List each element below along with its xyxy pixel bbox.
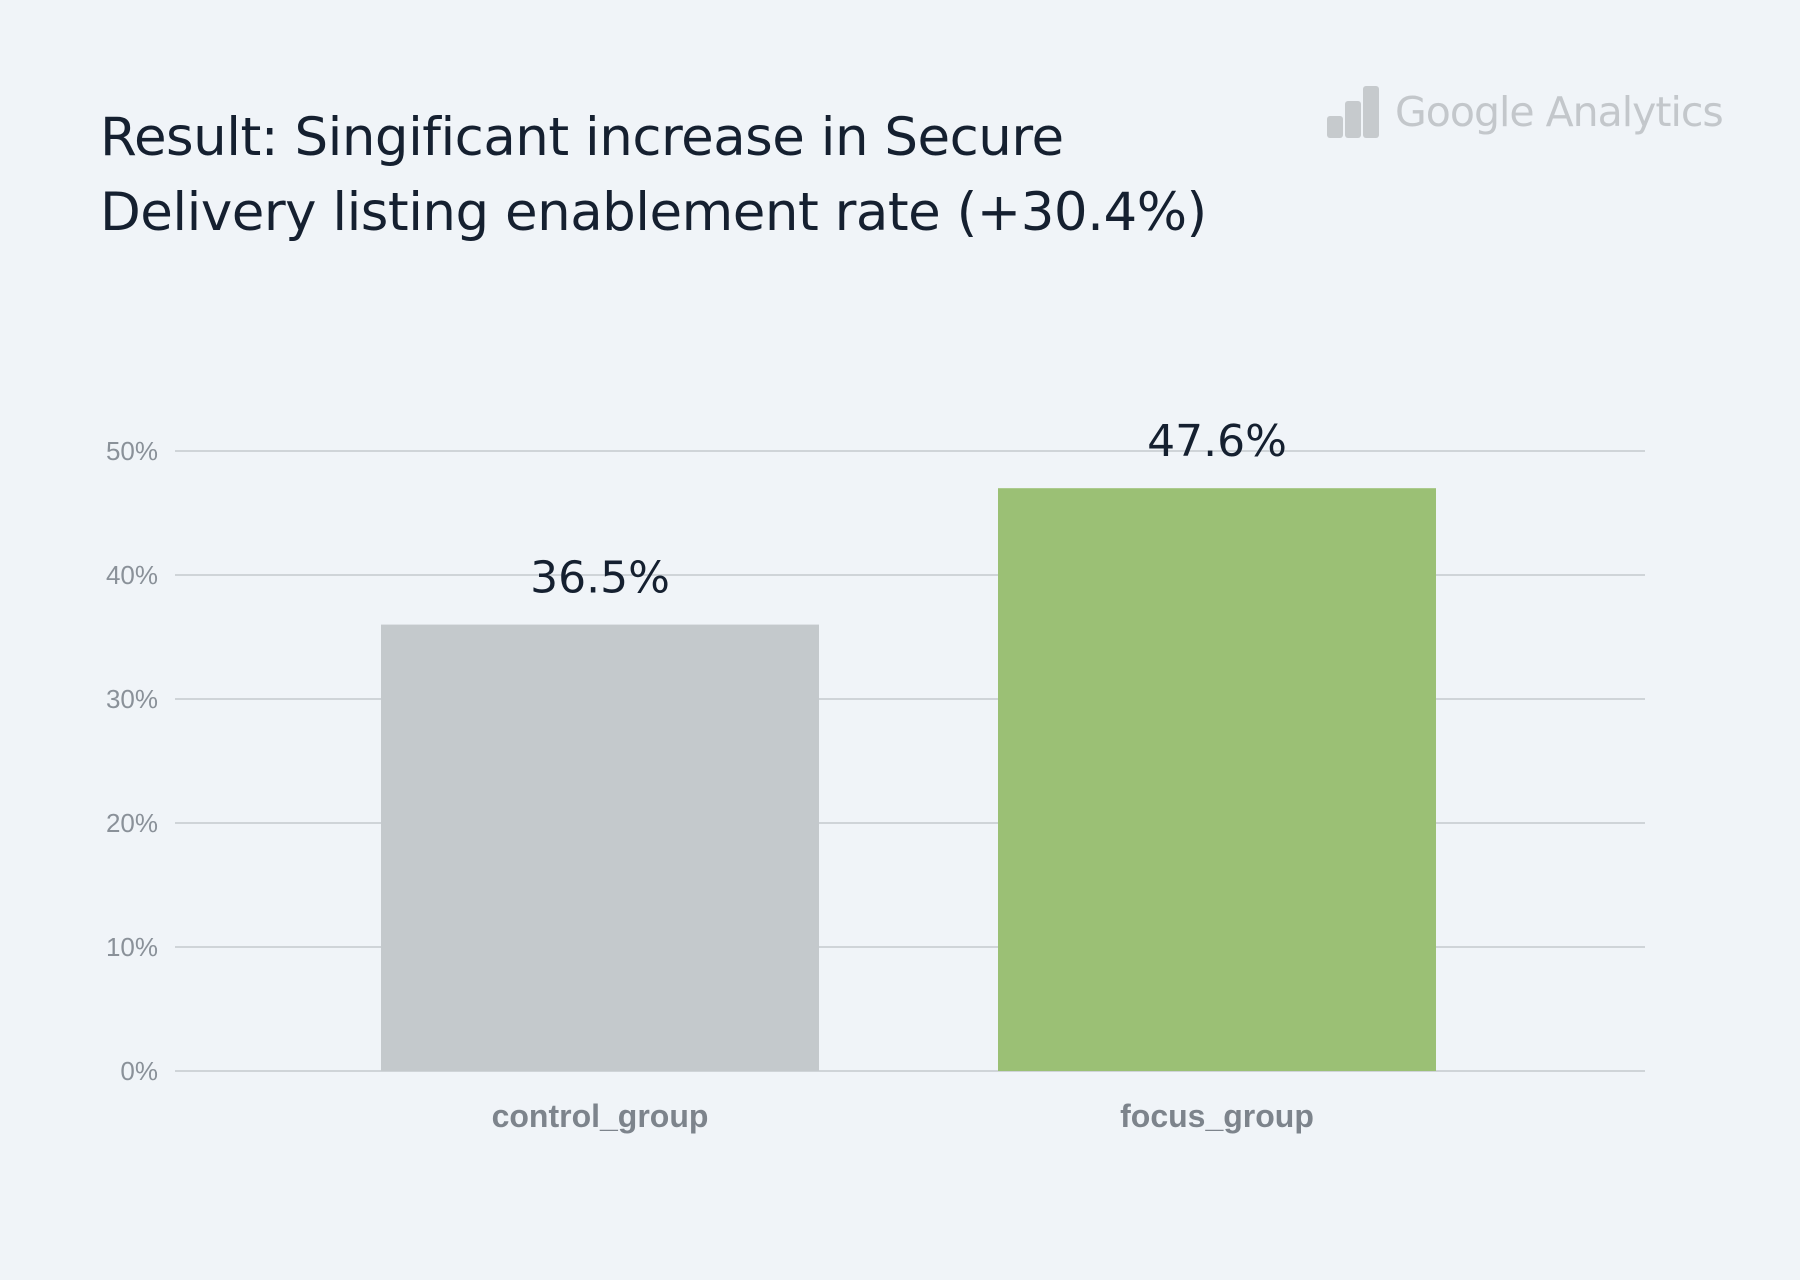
chart-title-line-1: Result: Singificant increase in Secure — [100, 107, 1064, 168]
data-label-focus-group: 47.6% — [1147, 416, 1287, 467]
chart-title-line-2: Delivery listing enablement rate (+30.4%… — [100, 182, 1207, 243]
google-analytics-brand: Google Analytics — [1327, 82, 1724, 142]
x-tick-label-focus-group: focus_group — [1120, 1098, 1314, 1134]
chart-title: Result: Singificant increase in Secure D… — [100, 100, 1280, 250]
y-tick-label-10: 10% — [106, 932, 158, 962]
y-tick-label-30: 30% — [106, 684, 158, 714]
x-tick-label-control-group: control_group — [492, 1098, 709, 1134]
google-analytics-logo-icon — [1327, 86, 1379, 138]
bar-focus-group — [998, 488, 1436, 1071]
brand-text: Google Analytics — [1395, 88, 1724, 136]
bar-control-group — [381, 624, 819, 1071]
y-tick-label-20: 20% — [106, 808, 158, 838]
data-label-control-group: 36.5% — [530, 553, 670, 604]
y-tick-label-0: 0% — [120, 1056, 158, 1086]
y-tick-label-50: 50% — [106, 436, 158, 466]
y-tick-label-40: 40% — [106, 560, 158, 590]
